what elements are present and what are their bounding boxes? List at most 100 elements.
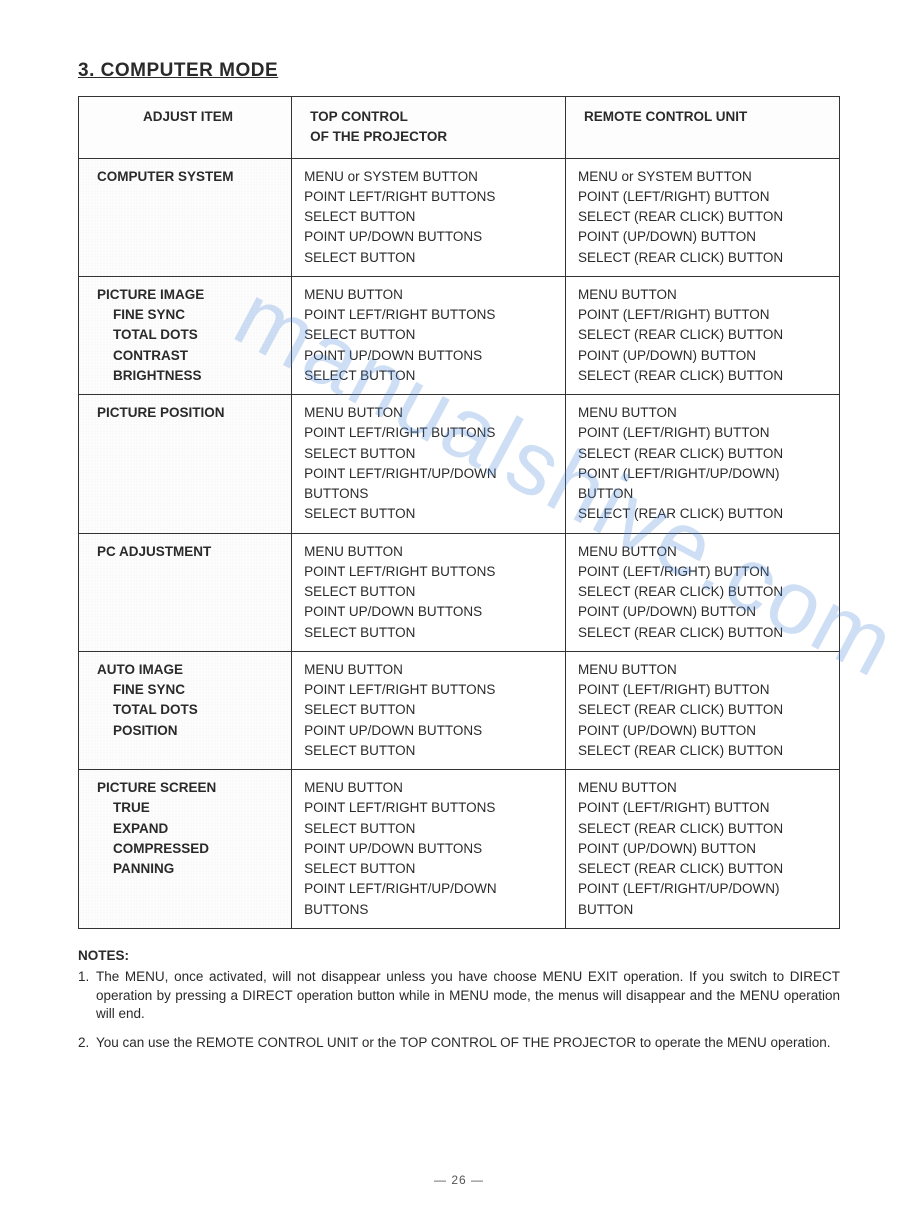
top-control-line: SELECT BUTTON <box>304 741 555 761</box>
remote-control-line: MENU or SYSTEM BUTTON <box>578 167 829 187</box>
remote-control-line: SELECT (REAR CLICK) BUTTON <box>578 859 829 879</box>
remote-control-line: POINT (LEFT/RIGHT) BUTTON <box>578 562 829 582</box>
remote-control-line: POINT (LEFT/RIGHT) BUTTON <box>578 798 829 818</box>
notes-section: NOTES: 1.The MENU, once activated, will … <box>78 947 840 1053</box>
remote-control-line: SELECT (REAR CLICK) BUTTON <box>578 582 829 602</box>
top-control-line: POINT LEFT/RIGHT BUTTONS <box>304 423 555 443</box>
top-control-cell: MENU BUTTONPOINT LEFT/RIGHT BUTTONSSELEC… <box>292 533 566 651</box>
adjust-item-cell: PICTURE SCREENTRUEEXPANDCOMPRESSEDPANNIN… <box>79 770 292 929</box>
top-control-line: SELECT BUTTON <box>304 859 555 879</box>
adjust-item-cell: COMPUTER SYSTEM <box>79 158 292 276</box>
header-adjust-item: ADJUST ITEM <box>79 97 292 159</box>
note-item: 1.The MENU, once activated, will not dis… <box>78 968 840 1025</box>
adjust-item-sub: TRUE <box>97 798 283 818</box>
remote-control-line: SELECT (REAR CLICK) BUTTON <box>578 504 829 524</box>
remote-control-line: SELECT (REAR CLICK) BUTTON <box>578 700 829 720</box>
note-number: 1. <box>78 968 96 1025</box>
adjust-item-sub: TOTAL DOTS <box>97 700 283 720</box>
top-control-line: SELECT BUTTON <box>304 504 555 524</box>
adjust-item-cell: AUTO IMAGE FINE SYNCTOTAL DOTSPOSITION <box>79 651 292 769</box>
top-control-line: MENU BUTTON <box>304 542 555 562</box>
remote-control-cell: MENU BUTTONPOINT (LEFT/RIGHT) BUTTON SELE… <box>566 770 840 929</box>
top-control-line: SELECT BUTTON <box>304 207 555 227</box>
note-item: 2.You can use the REMOTE CONTROL UNIT or… <box>78 1034 840 1053</box>
table-row: PICTURE POSITIONMENU BUTTONPOINT LEFT/RI… <box>79 395 840 534</box>
top-control-line: SELECT BUTTON <box>304 819 555 839</box>
adjust-item-sub: TOTAL DOTS <box>97 325 283 345</box>
header-top-control-line2: OF THE PROJECTOR <box>310 129 447 144</box>
adjust-item-cell: PICTURE POSITION <box>79 395 292 534</box>
remote-control-line: POINT (UP/DOWN) BUTTON <box>578 839 829 859</box>
top-control-line: POINT LEFT/RIGHT BUTTONS <box>304 680 555 700</box>
top-control-cell: MENU BUTTONPOINT LEFT/RIGHT BUTTONSSELEC… <box>292 395 566 534</box>
table-row: AUTO IMAGE FINE SYNCTOTAL DOTSPOSITION MEN… <box>79 651 840 769</box>
top-control-cell: MENU BUTTONPOINT LEFT/RIGHT BUTTONSSELEC… <box>292 276 566 394</box>
adjust-item-sub: EXPAND <box>97 819 283 839</box>
section-title: 3. COMPUTER MODE <box>78 60 840 82</box>
top-control-line: POINT LEFT/RIGHT BUTTONS <box>304 187 555 207</box>
top-control-line: POINT UP/DOWN BUTTONS <box>304 721 555 741</box>
top-control-cell: MENU BUTTONPOINT LEFT/RIGHT BUTTONSSELEC… <box>292 651 566 769</box>
notes-heading: NOTES: <box>78 947 840 966</box>
header-top-control: TOP CONTROL OF THE PROJECTOR <box>292 97 566 159</box>
note-text: You can use the REMOTE CONTROL UNIT or t… <box>96 1034 840 1053</box>
top-control-cell: MENU BUTTONPOINT LEFT/RIGHT BUTTONSSELEC… <box>292 770 566 929</box>
adjust-item-main: PICTURE POSITION <box>97 405 225 420</box>
table-row: COMPUTER SYSTEMMENU or SYSTEM BUTTONPOIN… <box>79 158 840 276</box>
top-control-line: POINT LEFT/RIGHT BUTTONS <box>304 798 555 818</box>
remote-control-line: MENU BUTTON <box>578 403 829 423</box>
top-control-line: SELECT BUTTON <box>304 582 555 602</box>
adjust-item-sub: POSITION <box>97 721 283 741</box>
adjust-item-main: PICTURE IMAGE <box>97 287 204 302</box>
top-control-line: SELECT BUTTON <box>304 248 555 268</box>
adjust-item-cell: PICTURE IMAGE FINE SYNCTOTAL DOTSCONTRAST… <box>79 276 292 394</box>
top-control-line: POINT UP/DOWN BUTTONS <box>304 839 555 859</box>
remote-control-line: SELECT (REAR CLICK) BUTTON <box>578 741 829 761</box>
remote-control-line: MENU BUTTON <box>578 778 829 798</box>
remote-control-line: POINT (LEFT/RIGHT) BUTTON <box>578 423 829 443</box>
top-control-line: MENU or SYSTEM BUTTON <box>304 167 555 187</box>
top-control-line: POINT UP/DOWN BUTTONS <box>304 227 555 247</box>
top-control-line: SELECT BUTTON <box>304 444 555 464</box>
top-control-line: MENU BUTTON <box>304 778 555 798</box>
remote-control-cell: MENU BUTTONPOINT (LEFT/RIGHT) BUTTONSELE… <box>566 533 840 651</box>
table-row: PC ADJUSTMENTMENU BUTTONPOINT LEFT/RIGHT… <box>79 533 840 651</box>
remote-control-line: SELECT (REAR CLICK) BUTTON <box>578 325 829 345</box>
top-control-line: SELECT BUTTON <box>304 623 555 643</box>
table-header-row: ADJUST ITEM TOP CONTROL OF THE PROJECTOR… <box>79 97 840 159</box>
page-number: — 26 — <box>78 1173 840 1187</box>
adjust-item-main: PC ADJUSTMENT <box>97 544 211 559</box>
top-control-line: SELECT BUTTON <box>304 325 555 345</box>
adjust-item-main: AUTO IMAGE <box>97 662 183 677</box>
top-control-line: MENU BUTTON <box>304 660 555 680</box>
remote-control-line: POINT (UP/DOWN) BUTTON <box>578 227 829 247</box>
top-control-line: SELECT BUTTON <box>304 366 555 386</box>
top-control-line: SELECT BUTTON <box>304 700 555 720</box>
remote-control-line: SELECT (REAR CLICK) BUTTON <box>578 207 829 227</box>
adjust-item-cell: PC ADJUSTMENT <box>79 533 292 651</box>
remote-control-line: POINT (LEFT/RIGHT) BUTTON <box>578 187 829 207</box>
remote-control-line: POINT (LEFT/RIGHT) BUTTON <box>578 305 829 325</box>
top-control-line: POINT UP/DOWN BUTTONS <box>304 602 555 622</box>
top-control-line: POINT UP/DOWN BUTTONS <box>304 346 555 366</box>
remote-control-line: POINT (UP/DOWN) BUTTON <box>578 602 829 622</box>
computer-mode-table: ADJUST ITEM TOP CONTROL OF THE PROJECTOR… <box>78 96 840 929</box>
top-control-line: MENU BUTTON <box>304 403 555 423</box>
adjust-item-sub: FINE SYNC <box>97 680 283 700</box>
adjust-item-sub: FINE SYNC <box>97 305 283 325</box>
remote-control-line: SELECT (REAR CLICK) BUTTON <box>578 623 829 643</box>
header-remote-control: REMOTE CONTROL UNIT <box>566 97 840 159</box>
top-control-line: POINT LEFT/RIGHT BUTTONS <box>304 305 555 325</box>
remote-control-line: MENU BUTTON <box>578 285 829 305</box>
adjust-item-main: PICTURE SCREEN <box>97 780 216 795</box>
adjust-item-sub: CONTRAST <box>97 346 283 366</box>
remote-control-line: SELECT (REAR CLICK) BUTTON <box>578 248 829 268</box>
remote-control-cell: MENU BUTTONPOINT (LEFT/RIGHT) BUTTONSELE… <box>566 651 840 769</box>
remote-control-line: MENU BUTTON <box>578 542 829 562</box>
remote-control-line: SELECT (REAR CLICK) BUTTON <box>578 366 829 386</box>
remote-control-line: POINT (UP/DOWN) BUTTON <box>578 721 829 741</box>
top-control-line: POINT LEFT/RIGHT BUTTONS <box>304 562 555 582</box>
top-control-line: POINT LEFT/RIGHT/UP/DOWN BUTTONS <box>304 464 555 505</box>
remote-control-line: POINT (LEFT/RIGHT/UP/DOWN) BUTTON <box>578 464 829 505</box>
remote-control-cell: MENU BUTTONPOINT (LEFT/RIGHT) BUTTONSELE… <box>566 276 840 394</box>
